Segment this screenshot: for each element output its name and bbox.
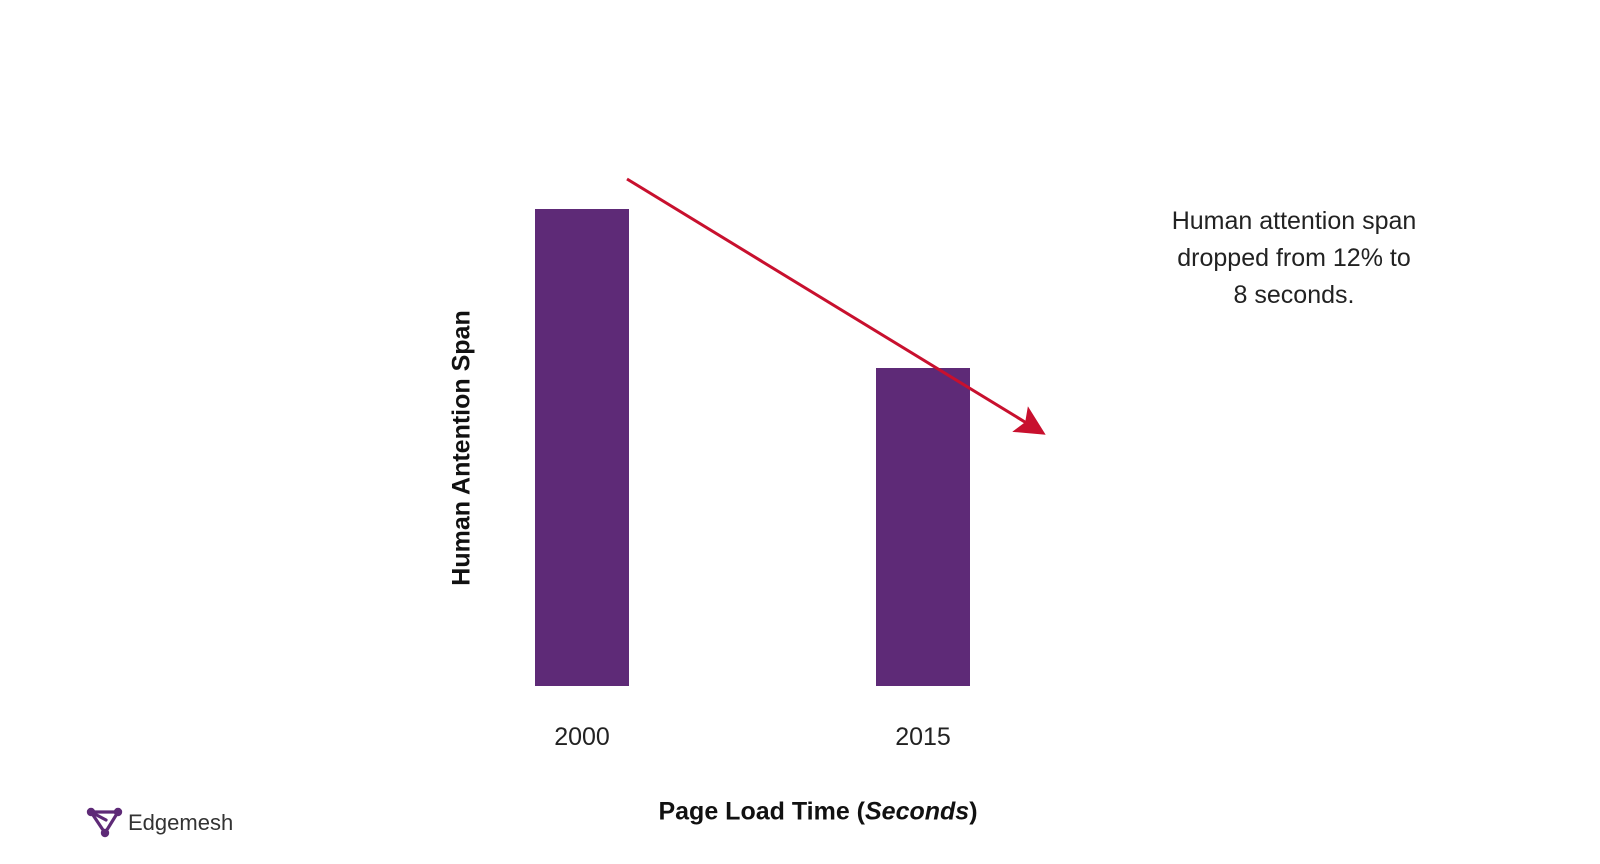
x-tick-label-2000: 2000 <box>554 723 610 751</box>
annotation-line-1: Human attention span <box>1171 207 1417 235</box>
x-axis-label-end: ) <box>969 797 978 826</box>
bar-2015 <box>876 368 970 686</box>
x-axis-label-unit: Seconds <box>865 797 970 826</box>
x-axis-label: Page Load Time (Seconds) <box>658 798 977 827</box>
annotation-line-3: 8 seconds. <box>1233 281 1355 309</box>
edgemesh-logo-icon <box>86 807 123 838</box>
logo-text: Edgemesh <box>128 810 234 835</box>
trend-arrow <box>626 177 1046 435</box>
bars-group <box>535 209 970 686</box>
bar-2000 <box>535 209 629 686</box>
x-axis-label-main: Page Load Time ( <box>658 797 865 826</box>
x-tick-labels: 2000 2015 <box>554 723 951 751</box>
edgemesh-logo: Edgemesh <box>86 806 233 840</box>
x-tick-label-2015: 2015 <box>895 723 951 751</box>
annotation-text: Human attention span dropped from 12% to… <box>1120 203 1468 314</box>
y-axis-label: Human Antention Span <box>447 310 476 586</box>
annotation-line-2: dropped from 12% to <box>1177 244 1411 272</box>
